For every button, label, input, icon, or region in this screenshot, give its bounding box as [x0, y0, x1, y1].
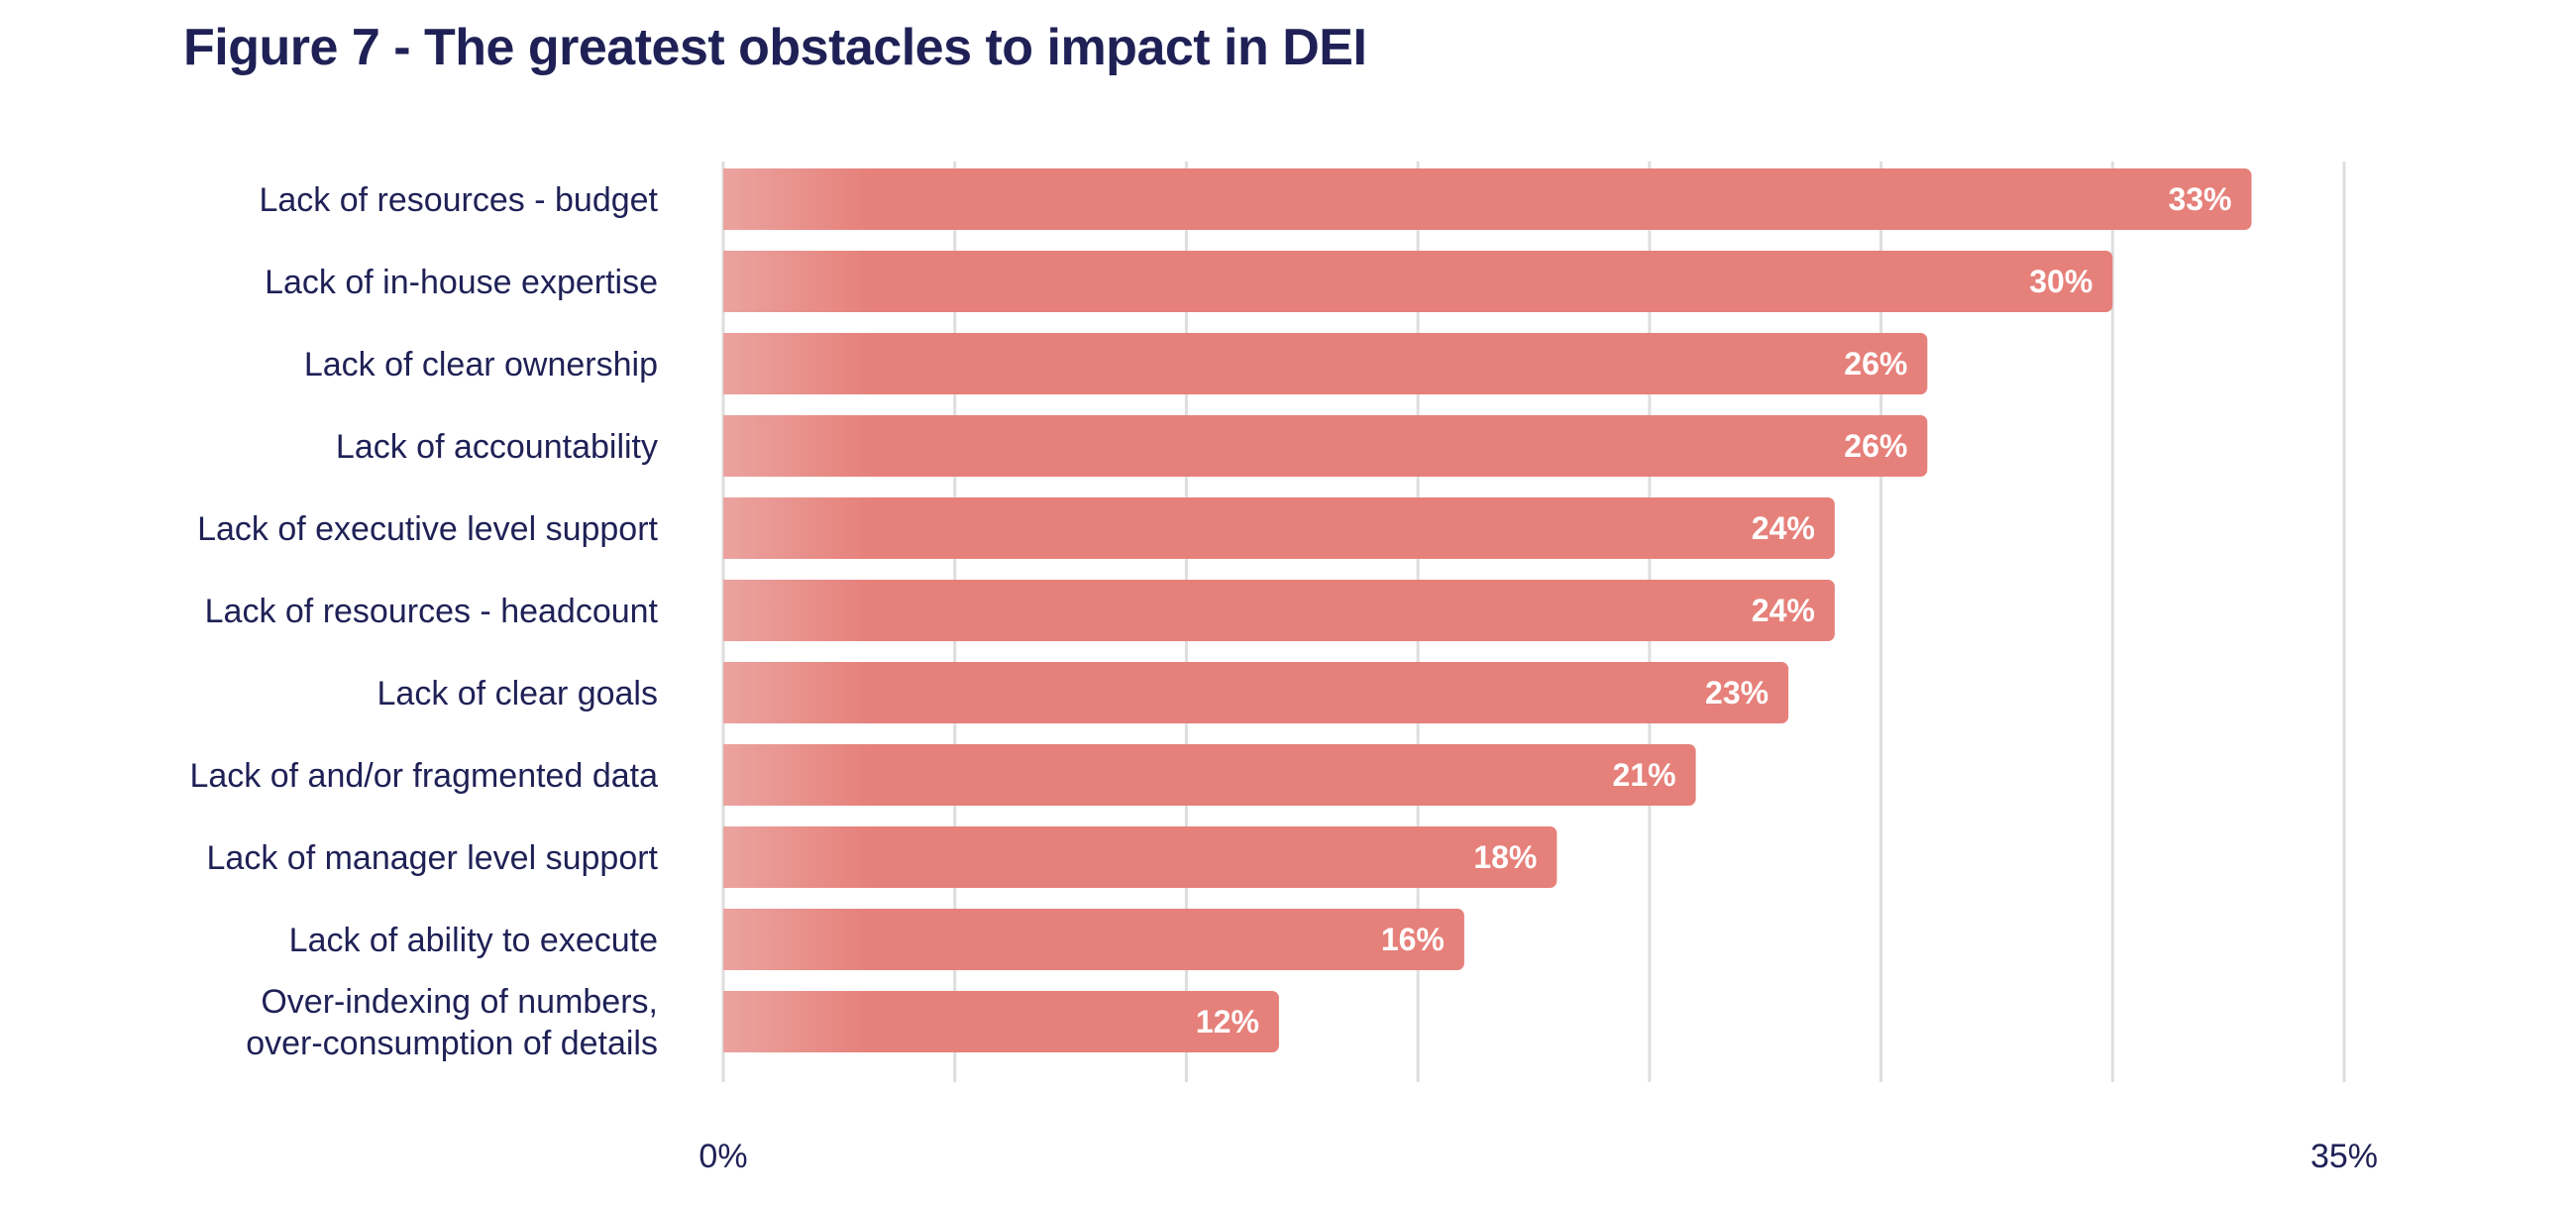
bar-fade [723, 662, 872, 723]
value-label: 18% [1473, 839, 1537, 875]
bars: 33% 30% 26% 26% 24% 24% 23% 21% 18% 16% 12% [723, 168, 2252, 1052]
category-labels: Lack of resources - budget Lack of in-hou… [189, 181, 658, 1062]
bar-fade [723, 415, 872, 477]
value-label: 26% [1844, 428, 1907, 464]
value-label: 23% [1705, 675, 1769, 711]
bar-fade [723, 909, 872, 970]
bar-group [723, 909, 1464, 970]
value-label: 12% [1196, 1004, 1259, 1040]
category-label-line: Lack of manager level support [207, 839, 659, 877]
bar-group [723, 826, 1557, 888]
category-label: Over-indexing of numbers, over-consumptio… [246, 983, 658, 1062]
bar-fade [723, 991, 872, 1052]
category-label-line: Lack of accountability [336, 428, 658, 466]
value-label: 16% [1381, 922, 1445, 957]
category-label-line: Lack of resources - budget [259, 181, 658, 219]
bar [723, 744, 1696, 806]
category-label: Lack of resources - budget [259, 181, 658, 219]
value-label: 26% [1844, 346, 1907, 382]
category-label: Lack of ability to execute [289, 922, 658, 959]
bar [723, 497, 1835, 559]
category-label-line: Lack of clear ownership [304, 346, 658, 383]
bar-fade [723, 497, 872, 559]
bar-group [723, 497, 1835, 559]
bar-fade [723, 333, 872, 394]
bar-group [723, 744, 1696, 806]
category-label-line: Lack of in-house expertise [265, 264, 658, 301]
chart-title: Figure 7 - The greatest obstacles to imp… [183, 19, 1367, 76]
category-label: Lack of manager level support [207, 839, 659, 877]
x-tick-label: 0% [698, 1138, 747, 1175]
category-label: Lack of executive level support [197, 510, 658, 548]
bar-fade [723, 826, 872, 888]
bar-group [723, 168, 2252, 230]
category-label: Lack of clear goals [377, 675, 659, 712]
bar-group [723, 991, 1279, 1052]
bar [723, 251, 2113, 312]
bar [723, 333, 1928, 394]
bar-fade [723, 251, 872, 312]
category-label-line: Over-indexing of numbers, [261, 983, 658, 1021]
category-label: Lack of and/or fragmented data [189, 757, 658, 795]
bar-group [723, 662, 1789, 723]
category-label-line: Lack of clear goals [377, 675, 659, 712]
bar [723, 168, 2252, 230]
value-label: 24% [1752, 593, 1815, 628]
bar-group [723, 333, 1928, 394]
bar-group [723, 580, 1835, 641]
category-label-line: Lack of ability to execute [289, 922, 658, 959]
bar-fade [723, 168, 872, 230]
bar [723, 580, 1835, 641]
bar [723, 826, 1557, 888]
category-label: Lack of accountability [336, 428, 658, 466]
category-label: Lack of in-house expertise [265, 264, 658, 301]
category-label-line: Lack of resources - headcount [205, 593, 659, 630]
bar [723, 415, 1928, 477]
value-label: 33% [2168, 181, 2231, 217]
bar-group [723, 415, 1928, 477]
bar [723, 662, 1789, 723]
value-label: 30% [2029, 264, 2093, 299]
bar-fade [723, 580, 872, 641]
category-label: Lack of clear ownership [304, 346, 658, 383]
bar [723, 909, 1464, 970]
x-tick-label: 35% [2310, 1138, 2378, 1175]
value-label: 24% [1752, 510, 1815, 546]
x-axis-ticks: 0% 35% [698, 1138, 2378, 1175]
category-label-line: Lack of executive level support [197, 510, 658, 548]
bar-fade [723, 744, 872, 806]
category-label: Lack of resources - headcount [205, 593, 659, 630]
bar-group [723, 251, 2113, 312]
category-label-line: over-consumption of details [246, 1025, 658, 1062]
category-label-line: Lack of and/or fragmented data [189, 757, 658, 795]
value-label: 21% [1613, 757, 1676, 793]
